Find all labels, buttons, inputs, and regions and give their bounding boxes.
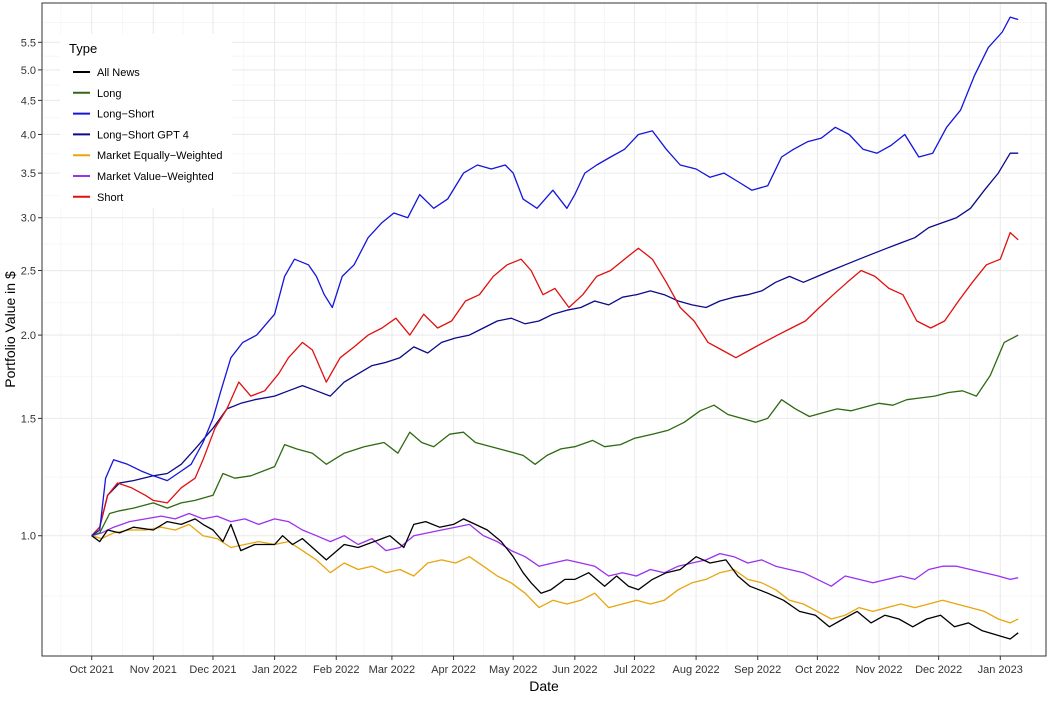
legend-title: Type [69,41,97,56]
y-axis: 1.0 1.5 2.0 2.5 3.0 3.5 4.0 4.5 5.0 5.5 [21,37,42,543]
x-axis-title: Date [529,678,559,694]
x-tick-label: Nov 2021 [130,664,177,676]
legend-label: Market Equally−Weighted [97,150,222,162]
x-tick-label: Apr 2022 [431,664,476,676]
x-tick-label: Jan 2023 [978,664,1023,676]
x-tick-label: Dec 2022 [915,664,962,676]
series-line-all-news [91,518,1019,640]
series-line-long-short-gpt-4 [91,152,1019,537]
y-tick-label: 1.0 [21,531,36,543]
series-line-market-value-weighted [91,512,1019,587]
x-tick-label: Jul 2022 [614,664,656,676]
y-axis-title: Portfolio Value in $ [2,271,18,388]
plot-border [41,2,1047,657]
series-line-short [91,231,1019,537]
legend-label: Market Value−Weighted [97,171,214,183]
y-tick-label: 4.0 [21,129,36,141]
x-tick-label: Mar 2022 [369,664,415,676]
y-tick-label: 3.0 [21,213,36,225]
x-tick-label: May 2022 [489,664,537,676]
series-line-long [91,334,1019,537]
legend-label: All News [97,67,140,79]
x-tick-label: Sep 2022 [734,664,781,676]
series-line-market-equally-weighted [91,523,1019,624]
legend: Type All News Long Long−Short Long−Short GP… [60,34,232,208]
major-gridlines [42,3,1046,656]
x-tick-label: Nov 2022 [855,664,902,676]
legend-background [60,34,232,208]
x-tick-label: Aug 2022 [673,664,720,676]
series-lines [91,16,1019,640]
x-tick-label: Oct 2021 [69,664,114,676]
x-tick-label: Jun 2022 [552,664,597,676]
y-tick-label: 2.5 [21,266,36,278]
x-tick-label: Jan 2022 [252,664,297,676]
legend-label: Long−Short GPT 4 [97,129,189,141]
series-line-long-short [91,16,1019,537]
legend-label: Long [97,88,121,100]
y-tick-label: 5.0 [21,65,36,77]
x-tick-label: Dec 2021 [189,664,236,676]
x-tick-label: Feb 2022 [313,664,359,676]
x-tick-label: Oct 2022 [795,664,840,676]
y-tick-label: 2.0 [21,330,36,342]
y-tick-label: 3.5 [21,168,36,180]
x-axis: Oct 2021 Nov 2021 Dec 2021 Jan 2022 Feb 2022… [69,656,1023,676]
y-tick-label: 5.5 [21,37,36,49]
y-tick-label: 4.5 [21,95,36,107]
y-tick-label: 1.5 [21,413,36,425]
legend-label: Short [97,192,123,204]
legend-label: Long−Short [97,109,154,121]
